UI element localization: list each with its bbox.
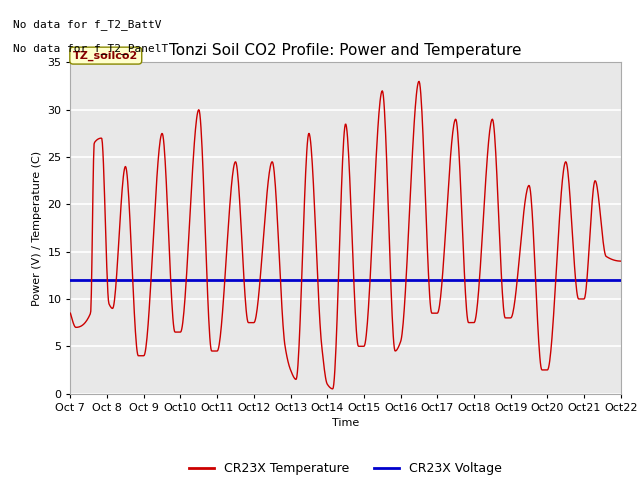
Text: No data for f_T2_PanelT: No data for f_T2_PanelT (13, 43, 168, 54)
Text: TZ_soilco2: TZ_soilco2 (73, 50, 138, 61)
Y-axis label: Power (V) / Temperature (C): Power (V) / Temperature (C) (32, 150, 42, 306)
X-axis label: Time: Time (332, 418, 359, 428)
Title: Tonzi Soil CO2 Profile: Power and Temperature: Tonzi Soil CO2 Profile: Power and Temper… (170, 44, 522, 59)
Legend: CR23X Temperature, CR23X Voltage: CR23X Temperature, CR23X Voltage (184, 457, 507, 480)
Text: No data for f_T2_BattV: No data for f_T2_BattV (13, 19, 161, 30)
